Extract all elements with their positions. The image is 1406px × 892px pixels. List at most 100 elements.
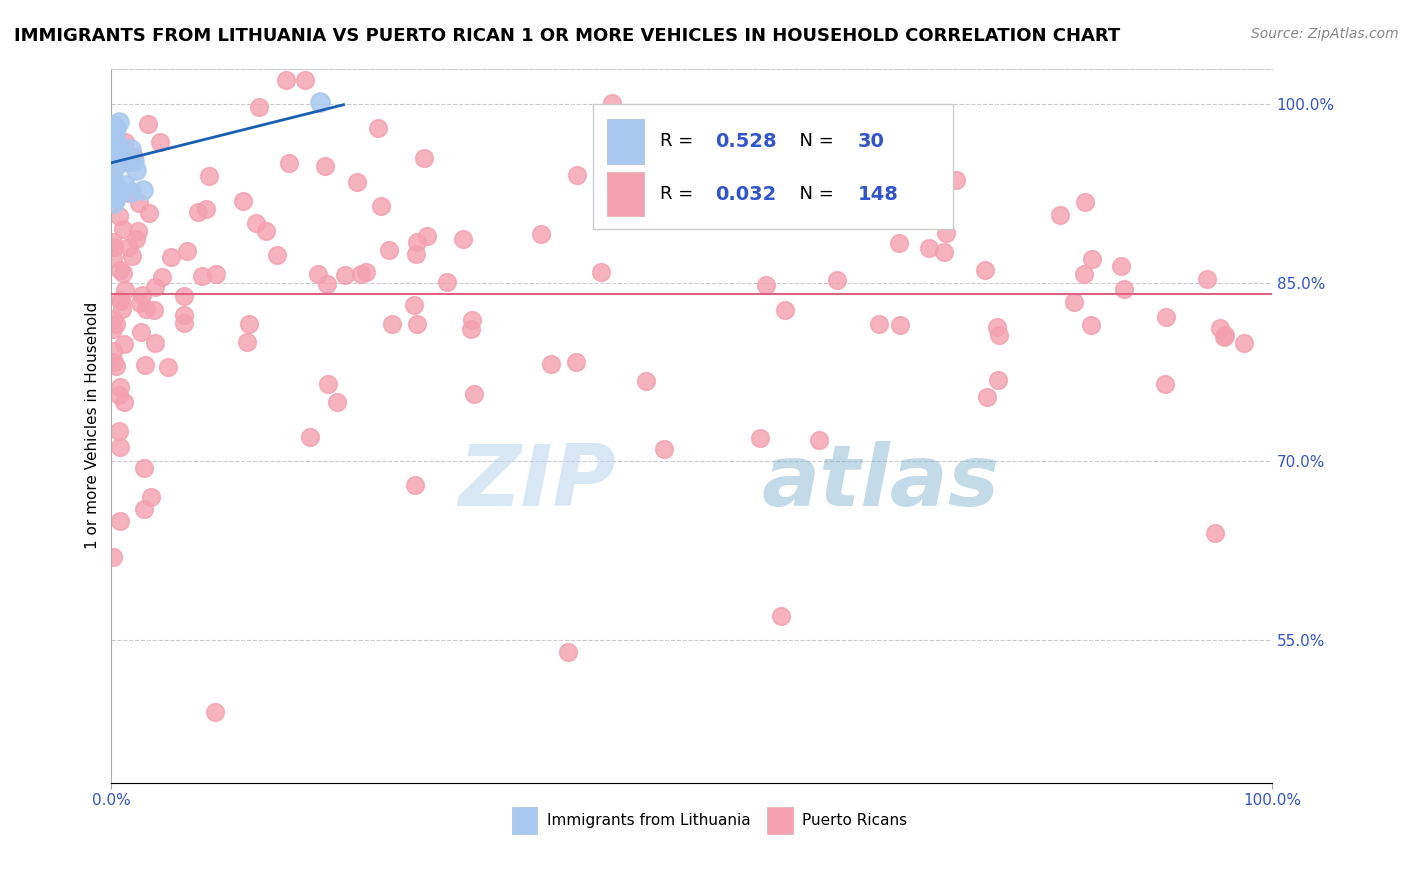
Point [134, 502, 156, 516]
Point [238, 318, 260, 332]
Y-axis label: 1 or more Vehicles in Household: 1 or more Vehicles in Household [86, 302, 100, 549]
Point [190, 268, 212, 283]
Point [143, 279, 166, 293]
Point [1063, 294, 1085, 309]
Point [463, 387, 485, 401]
Point [107, 209, 129, 223]
Point [101, 343, 124, 358]
Point [294, 73, 316, 87]
Point [135, 301, 157, 316]
Point [413, 151, 436, 165]
Point [436, 275, 458, 289]
Point [103, 251, 125, 265]
Point [589, 265, 612, 279]
Point [404, 478, 426, 492]
Point [204, 705, 226, 719]
Point [326, 395, 349, 409]
Point [105, 120, 128, 135]
Point [765, 194, 787, 208]
Point [309, 95, 332, 109]
Point [1205, 525, 1227, 540]
Point [910, 183, 932, 197]
Point [232, 194, 254, 209]
Point [101, 173, 124, 187]
Point [314, 160, 336, 174]
Point [127, 224, 149, 238]
Text: Source: ZipAtlas.com: Source: ZipAtlas.com [1251, 27, 1399, 41]
Point [105, 359, 128, 374]
Point [129, 326, 152, 340]
Point [112, 150, 135, 164]
Point [111, 266, 134, 280]
Point [173, 316, 195, 330]
Point [974, 262, 997, 277]
Point [114, 135, 136, 149]
Point [105, 141, 128, 155]
Point [125, 232, 148, 246]
Point [1112, 282, 1135, 296]
Point [143, 336, 166, 351]
Point [108, 380, 131, 394]
Point [254, 224, 277, 238]
Point [636, 374, 658, 388]
Point [837, 188, 859, 202]
Point [988, 328, 1011, 343]
Point [107, 146, 129, 161]
Point [105, 191, 128, 205]
Point [557, 645, 579, 659]
Point [1080, 318, 1102, 332]
Point [354, 265, 377, 279]
Point [773, 303, 796, 318]
Point [1081, 252, 1104, 266]
Point [1212, 330, 1234, 344]
Point [134, 460, 156, 475]
Point [108, 514, 131, 528]
Bar [607, 172, 644, 217]
Point [108, 440, 131, 454]
Point [825, 273, 848, 287]
Point [103, 355, 125, 369]
Point [1209, 321, 1232, 335]
Point [134, 358, 156, 372]
Text: 0.528: 0.528 [714, 132, 776, 151]
Point [120, 155, 142, 169]
Point [173, 308, 195, 322]
Text: atlas: atlas [761, 442, 1000, 524]
Point [986, 320, 1008, 334]
Point [111, 222, 134, 236]
Point [122, 154, 145, 169]
Point [274, 73, 297, 87]
Point [370, 199, 392, 213]
Point [935, 227, 957, 241]
Point [405, 246, 427, 260]
Point [530, 227, 553, 241]
Point [104, 126, 127, 140]
Point [889, 318, 911, 333]
Point [1154, 310, 1177, 325]
Point [945, 173, 967, 187]
Point [107, 156, 129, 170]
Point [101, 118, 124, 132]
Point [402, 298, 425, 312]
Point [108, 388, 131, 402]
Point [868, 318, 890, 332]
Point [316, 376, 339, 391]
Point [150, 270, 173, 285]
Point [247, 100, 270, 114]
Point [120, 142, 142, 156]
Point [1195, 271, 1218, 285]
Point [453, 232, 475, 246]
Point [103, 240, 125, 254]
Point [108, 115, 131, 129]
Point [121, 249, 143, 263]
Point [367, 121, 389, 136]
Point [132, 183, 155, 197]
Point [101, 311, 124, 326]
Point [600, 96, 623, 111]
Point [160, 251, 183, 265]
Point [749, 431, 772, 445]
Point [1233, 335, 1256, 350]
Point [101, 321, 124, 335]
Point [1213, 327, 1236, 342]
Point [932, 244, 955, 259]
